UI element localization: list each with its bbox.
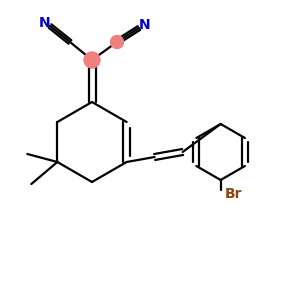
Text: Br: Br — [225, 187, 242, 201]
Circle shape — [84, 52, 100, 68]
Text: N: N — [139, 18, 151, 32]
Circle shape — [110, 35, 124, 49]
Text: N: N — [39, 16, 51, 30]
